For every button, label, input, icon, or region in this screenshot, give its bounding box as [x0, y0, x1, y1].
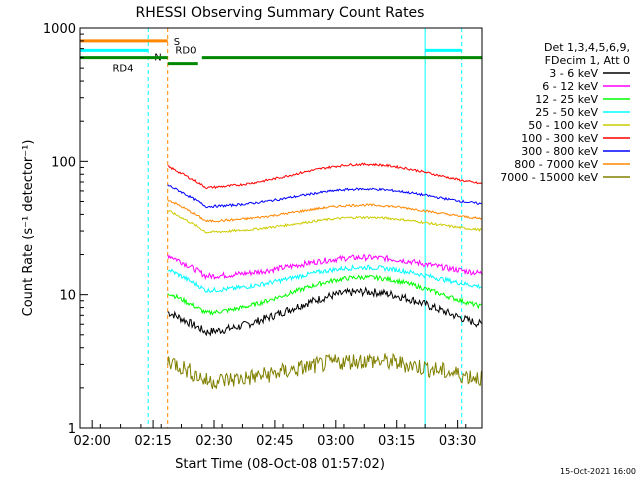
x-tick-label: 03:15: [378, 434, 415, 449]
legend-label-3: 25 - 50 keV: [535, 106, 598, 119]
legend-label-2: 12 - 25 keV: [535, 93, 598, 106]
chart-title: RHESSI Observing Summary Count Rates: [136, 5, 425, 21]
series-3-line: [167, 264, 482, 294]
series-5-line: [167, 162, 482, 190]
plot-area: SNRD4RD0: [80, 28, 482, 428]
plot-frame: [79, 27, 483, 429]
legend-label-7: 800 - 7000 keV: [514, 158, 598, 171]
footer-timestamp: 15-Oct-2021 16:00: [560, 467, 636, 476]
series-2-line: [167, 274, 482, 316]
legend-label-0: 3 - 6 keV: [549, 67, 598, 80]
legend-label-8: 7000 - 15000 keV: [500, 171, 598, 184]
flag-label-s: S: [174, 37, 180, 48]
y-tick-label: 10: [59, 289, 76, 304]
legend-label-1: 6 - 12 keV: [542, 80, 598, 93]
legend-header-line-1: Det 1,3,4,5,6,9,: [544, 41, 630, 54]
x-tick-label: 02:15: [134, 434, 171, 449]
series-1-line: [167, 254, 482, 281]
legend-label-4: 50 - 100 keV: [528, 119, 598, 132]
legend-label-5: 100 - 300 keV: [521, 132, 598, 145]
x-tick-label: 03:00: [317, 434, 354, 449]
series-4-line: [167, 210, 482, 234]
x-tick-label: 02:45: [256, 434, 293, 449]
series-7-line: [167, 199, 482, 223]
series-8-line: [167, 352, 482, 390]
y-axis: 1 10 100 1000: [43, 22, 88, 437]
x-tick-label: 02:30: [195, 434, 232, 449]
legend: Det 1,3,4,5,6,9, FDecim 1, Att 0 3 - 6 k…: [500, 41, 630, 184]
y-axis-label: Count Rate (s⁻¹ detector⁻¹): [21, 140, 36, 317]
legend-header-line-2: FDecim 1, Att 0: [545, 54, 630, 67]
series-0-line: [167, 286, 482, 337]
x-tick-label: 03:30: [439, 434, 476, 449]
legend-label-6: 300 - 800 keV: [521, 145, 598, 158]
series-6-line: [167, 184, 482, 209]
x-axis: 02:00 02:15 02:30 02:45 03:00 03:15 03:30: [73, 420, 476, 449]
gate-label-rd4: RD4: [112, 64, 133, 75]
gate-label-rd0: RD0: [175, 46, 196, 57]
y-tick-label: 1000: [43, 22, 76, 37]
x-axis-label: Start Time (08-Oct-08 01:57:02): [175, 457, 385, 472]
x-tick-label: 02:00: [73, 434, 110, 449]
y-tick-label: 1: [68, 422, 76, 437]
y-tick-label: 100: [51, 155, 76, 170]
